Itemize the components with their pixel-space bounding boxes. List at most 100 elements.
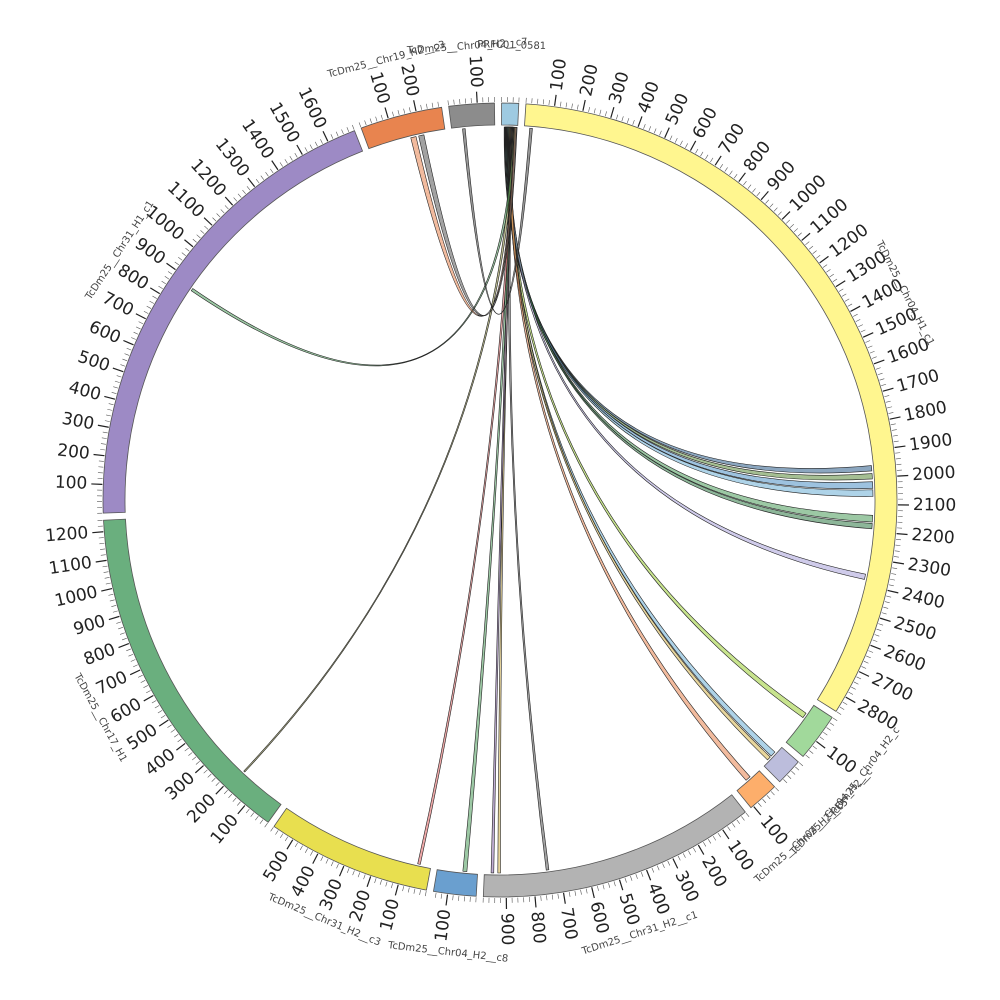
tick-label: 2300 [906,555,952,582]
minor-tick [878,623,884,626]
minor-tick [402,886,405,892]
minor-tick [174,261,180,266]
minor-tick [729,170,733,176]
major-tick [149,287,160,295]
minor-tick [191,756,197,761]
minor-tick [320,856,324,862]
major-tick [689,140,697,151]
tick-label: 2700 [868,669,916,706]
minor-tick [816,255,821,259]
minor-tick [588,107,590,113]
major-tick [894,445,906,449]
tick-label: 800 [526,911,549,945]
minor-tick [437,101,439,107]
minor-tick [374,878,377,884]
minor-tick [757,802,762,807]
tick-label: 100 [207,811,243,849]
minor-tick [853,313,858,317]
minor-tick [314,141,318,147]
minor-tick [874,634,880,637]
minor-tick [304,147,308,152]
tick-label: 400 [643,880,674,918]
minor-tick [118,627,124,630]
minor-tick [571,103,573,109]
tick-label: 200 [56,440,90,463]
minor-tick [669,135,673,141]
minor-tick [369,118,372,124]
minor-tick [177,738,182,743]
minor-tick [116,621,122,624]
minor-tick [863,660,869,664]
minor-tick [741,816,745,821]
minor-tick [877,372,883,376]
minor-tick [632,119,635,125]
tick-label: 700 [556,906,581,941]
tick-label: 600 [86,317,124,348]
minor-tick [860,329,866,333]
minor-tick [246,186,251,191]
minor-tick [895,544,901,546]
minor-tick [770,791,775,796]
minor-tick [265,172,269,177]
major-tick [562,892,566,904]
segment-5 [482,794,746,898]
major-tick [286,839,294,850]
minor-tick [114,380,120,383]
minor-tick [891,429,897,431]
minor-tick [154,705,160,709]
minor-tick [577,104,579,110]
tick-label: 900 [497,913,518,946]
minor-tick [876,628,882,631]
minor-tick [599,109,602,115]
tick-label: 1800 [902,398,948,426]
minor-tick [149,300,155,304]
minor-tick [712,835,717,841]
minor-tick [100,449,106,451]
tick-label: 2400 [900,584,947,613]
minor-tick [881,612,887,615]
minor-tick [335,131,339,137]
major-tick [697,844,705,855]
tick-label: 100 [756,812,792,850]
minor-tick [181,252,186,256]
minor-tick [100,548,106,550]
minor-tick [215,782,220,786]
tick-label: 100 [365,70,393,107]
tick-label: 100 [376,897,404,933]
minor-tick [375,116,378,122]
minor-tick [604,111,607,117]
minor-tick [765,199,770,204]
minor-tick [624,877,627,883]
minor-tick [407,887,410,893]
segment-3 [763,746,799,783]
minor-tick [212,217,217,222]
minor-tick [346,127,350,132]
minor-tick [889,578,896,581]
minor-tick [250,812,255,817]
major-tick [870,644,882,650]
minor-tick [842,701,848,705]
minor-tick [659,130,662,136]
minor-tick [593,108,596,114]
minor-tick [887,406,893,409]
minor-tick [667,860,671,866]
minor-tick [207,773,212,778]
minor-tick [270,168,274,174]
minor-tick [279,162,283,167]
tick-label: 1100 [47,553,93,579]
minor-tick [627,118,630,123]
major-tick [610,107,615,118]
minor-tick [894,550,900,552]
major-tick [394,884,399,896]
tick-label: 100 [54,473,87,494]
minor-tick [120,364,126,367]
segment-2 [785,704,833,758]
minor-tick [829,273,834,278]
minor-tick [233,197,238,202]
minor-tick [352,124,355,130]
minor-tick [677,855,681,861]
segment-9 [102,130,364,514]
major-tick [850,305,861,312]
minor-tick [888,412,894,414]
